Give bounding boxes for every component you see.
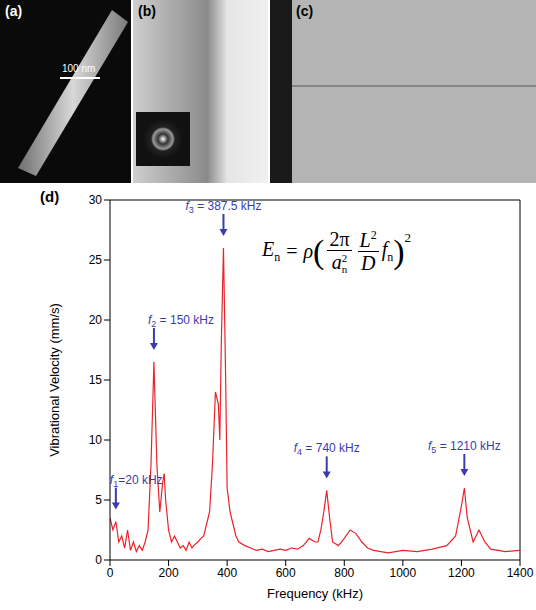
svg-text:400: 400 xyxy=(217,566,237,580)
html-text:En = ρ(2π: En = ρ(2π xyxy=(262,228,350,270)
svg-text:200: 200 xyxy=(159,566,179,580)
svg-text:5: 5 xyxy=(95,493,102,507)
html-text:(d): (d) xyxy=(40,188,60,205)
svg-text:f4 = 740 kHz: f4 = 740 kHz xyxy=(294,441,360,457)
svg-text:f1=20 kHz: f1=20 kHz xyxy=(110,473,163,489)
svg-text:Frequency (kHz): Frequency (kHz) xyxy=(267,586,363,601)
html-text:n: n xyxy=(341,263,348,276)
svg-text:600: 600 xyxy=(276,566,296,580)
svg-text:30: 30 xyxy=(89,193,103,207)
svg-text:15: 15 xyxy=(89,373,103,387)
html-text:2: 2 xyxy=(404,230,412,245)
svg-text:0: 0 xyxy=(95,553,102,567)
svg-text:1000: 1000 xyxy=(390,566,417,580)
svg-text:800: 800 xyxy=(334,566,354,580)
svg-text:0: 0 xyxy=(107,566,114,580)
html-text:L2: L2 xyxy=(359,228,377,252)
svg-text:f3 = 387.5 kHz: f3 = 387.5 kHz xyxy=(185,199,261,215)
html-text:fn: fn xyxy=(381,238,394,265)
svg-text:Vibrational Velocity (mm/s): Vibrational Velocity (mm/s) xyxy=(47,303,62,457)
svg-text:25: 25 xyxy=(89,253,103,267)
svg-text:(a): (a) xyxy=(5,3,22,19)
html-text:a2: a2 xyxy=(331,251,348,273)
svg-text:20: 20 xyxy=(89,313,103,327)
svg-text:10: 10 xyxy=(89,433,103,447)
svg-text:100 nm: 100 nm xyxy=(62,63,95,74)
svg-text:(c): (c) xyxy=(296,3,313,19)
svg-text:f5 = 1210 kHz: f5 = 1210 kHz xyxy=(428,439,501,455)
svg-text:1400: 1400 xyxy=(507,566,534,580)
svg-text:(b): (b) xyxy=(138,3,156,19)
svg-text:f2 = 150 kHz: f2 = 150 kHz xyxy=(148,313,214,329)
svg-text:1200: 1200 xyxy=(448,566,475,580)
html-text:D: D xyxy=(360,252,376,275)
